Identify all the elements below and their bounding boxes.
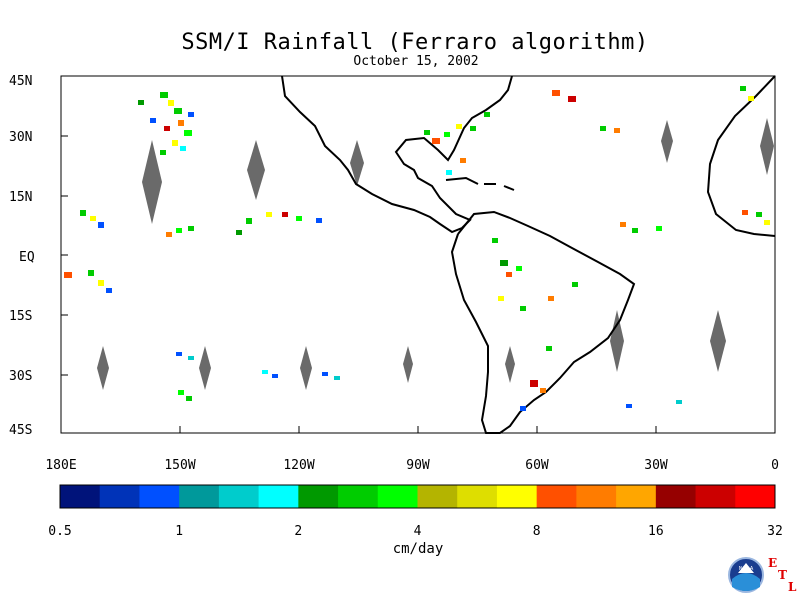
lon-label: 60W [525,458,549,473]
lat-label: 15S [9,309,32,324]
colorbar-tick-label: 2 [294,524,302,539]
colorbar [59,484,776,509]
lat-label: 45S [9,423,32,438]
latitude-labels: 45N 30N 15N EQ 15S 30S 45S [9,74,35,438]
south-america-coast [450,210,636,434]
noaa-etl-logo: NOAA E T L [728,556,797,594]
north-america-coast [281,75,513,234]
colorbar-swatch [218,485,260,508]
lon-label: 120W [283,458,314,473]
colorbar-tick-label: 32 [767,524,783,539]
colorbar-frame [59,484,776,509]
colorbar-swatch [99,485,140,508]
colorbar-tick-label: 8 [533,524,541,539]
colorbar-tick-label: 1 [175,524,183,539]
colorbar-swatch [735,485,776,508]
colorbar-swatch [338,485,379,508]
lat-label: 30N [9,130,32,145]
africa-coast [706,75,776,237]
longitude-labels: 180E 150W 120W 90W 60W 30W 0 [45,458,779,473]
colorbar-swatch [616,485,657,508]
frame-ticks [60,75,776,434]
colorbar-swatch [695,485,736,508]
missing-data-swaths [97,118,774,390]
colorbar-swatch [457,485,498,508]
colorbar-swatch [655,485,697,508]
colorbar-tick-label: 4 [414,524,422,539]
colorbar-tick-label: 16 [648,524,664,539]
noaa-logo-text: NOAA [739,566,754,572]
coastlines [281,75,776,434]
lat-label: 30S [9,369,32,384]
map-frame [60,75,776,434]
colorbar-swatch [496,485,538,508]
map-subtitle: October 15, 2002 [353,54,479,69]
lon-label: 0 [771,458,779,473]
colorbar-swatch [139,485,180,508]
caribbean-islands [445,176,515,191]
colorbar-labels: 0.5 1 2 4 8 16 32 [48,524,783,539]
map-title: SSM/I Rainfall (Ferraro algorithm) [181,30,649,55]
colorbar-swatch [298,485,339,508]
lon-label: 90W [406,458,430,473]
logo-letter-t: T [778,568,787,582]
lon-label: 30W [644,458,668,473]
colorbar-swatch [60,485,101,508]
colorbar-tick-label: 0.5 [48,524,71,539]
lon-label: 180E [45,458,76,473]
lat-label: 45N [9,74,32,89]
colorbar-swatch [576,485,617,508]
colorbar-swatch [536,485,577,508]
rainfall-cells [64,86,770,411]
colorbar-swatch [258,485,299,508]
colorbar-swatch [179,485,220,508]
lat-label: 15N [9,190,32,205]
logo-letter-l: L [788,580,797,594]
colorbar-units: cm/day [392,541,444,557]
lon-label: 150W [164,458,195,473]
colorbar-swatch [417,485,458,508]
logo-letter-e: E [768,556,777,570]
lat-label: EQ [19,250,35,265]
colorbar-swatch [377,485,418,508]
